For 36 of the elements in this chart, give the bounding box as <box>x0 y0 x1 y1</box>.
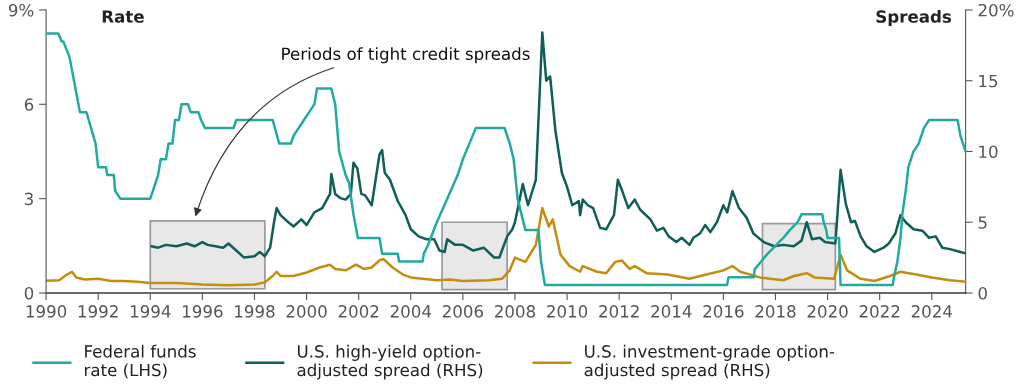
x-tick-label: 2022 <box>859 305 900 318</box>
x-tick-label: 2012 <box>599 305 639 318</box>
x-tick-label: 2000 <box>286 305 327 318</box>
y-tick-label: 3 <box>24 192 33 206</box>
x-tick-label: 2002 <box>338 305 379 318</box>
x-tick-label: 1990 <box>26 305 67 318</box>
y2-axis-title: Spreads <box>876 9 952 27</box>
y-tick-label: 9% <box>8 3 34 17</box>
x-tick-label: 2016 <box>703 305 744 318</box>
legend-label: Federal funds rate (LHS) <box>85 344 196 379</box>
x-tick-label: 2018 <box>755 305 796 318</box>
y2-tick-label: 15 <box>979 74 998 88</box>
y2-tick-label: 5 <box>978 216 987 229</box>
x-tick-label: 1994 <box>130 305 171 318</box>
y-tick-label: 6 <box>24 98 34 111</box>
y2-tick-label: 20% <box>978 3 1014 17</box>
x-tick-label: 2010 <box>547 305 588 318</box>
x-tick-label: 2014 <box>651 305 692 318</box>
y2-tick-label: 10 <box>979 145 998 159</box>
y-axis-title: Rate <box>102 10 144 23</box>
x-tick-label: 2008 <box>494 305 536 318</box>
x-tick-label: 1998 <box>235 305 275 318</box>
x-tick-label: 2004 <box>390 305 432 318</box>
legend-label: U.S. high-yield option- adjusted spread (RHS) <box>297 344 483 380</box>
x-tick-label: 1996 <box>183 305 223 318</box>
line-series <box>150 31 966 259</box>
x-tick-label: 2024 <box>911 305 953 318</box>
line-series <box>46 206 966 287</box>
line-series <box>46 32 966 287</box>
y2-tick-label: 0 <box>978 286 987 300</box>
x-tick-label: 2020 <box>807 305 848 318</box>
legend-label: U.S. investment-grade option- adjusted spread (RHS) <box>584 344 835 380</box>
x-tick-label: 1992 <box>78 305 118 318</box>
x-tick-label: 2006 <box>442 305 484 318</box>
annotation: Periods of tight credit spreads <box>282 47 530 64</box>
y-tick-label: 0 <box>24 286 34 300</box>
